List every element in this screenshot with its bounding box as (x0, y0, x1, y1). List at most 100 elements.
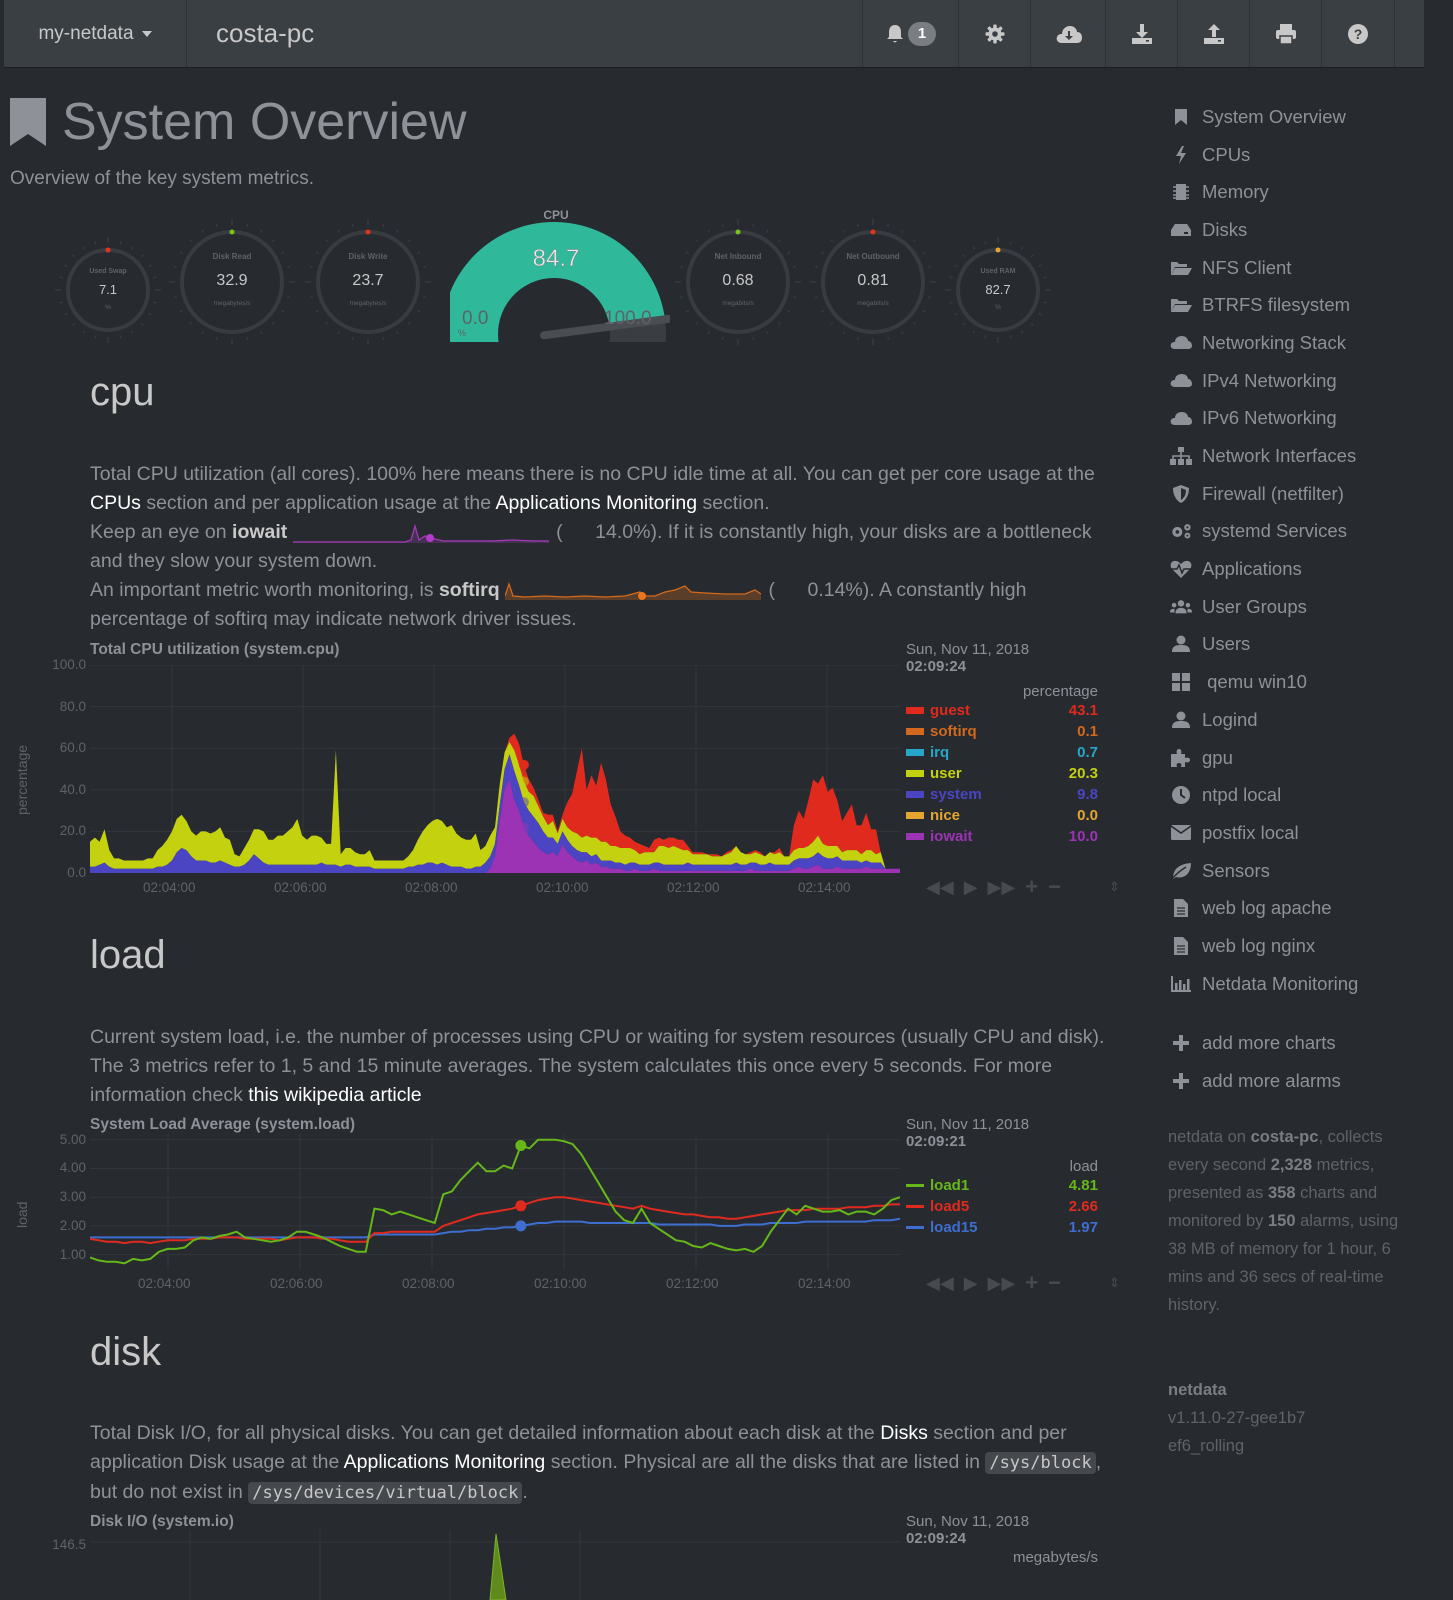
my-netdata-menu[interactable]: my-netdata (4, 0, 187, 67)
zoom-out-icon[interactable]: − (1048, 874, 1061, 899)
sidebar-item-label: Logind (1202, 708, 1258, 730)
play-icon[interactable]: ▶ (963, 1272, 978, 1293)
fast-forward-icon[interactable]: ▶▶ (987, 876, 1016, 897)
sidebar-item-disks[interactable]: Disks (1170, 211, 1420, 249)
softirq-sparkline[interactable] (505, 578, 763, 604)
cpu-chart-plot[interactable] (90, 665, 900, 873)
softirq-value: 0.14% (807, 579, 863, 601)
sidebar-item-label: IPv4 Networking (1202, 369, 1337, 391)
legend-date: Sun, Nov 11, 2018 (906, 1116, 1030, 1133)
cpus-link[interactable]: CPUs (90, 492, 141, 514)
hostname[interactable]: costa-pc (216, 18, 315, 48)
fast-forward-icon[interactable]: ▶▶ (987, 1272, 1016, 1293)
print-button[interactable] (1249, 0, 1322, 67)
sidebar-item-web-log-apache[interactable]: web log apache (1170, 889, 1420, 927)
gauge-used-ram[interactable]: Used RAM 82.7% (941, 233, 1055, 347)
sidebar-item-networking-stack[interactable]: Networking Stack (1170, 324, 1420, 362)
code-sys-block: /sys/block (985, 1452, 1096, 1474)
legend-item-softirq[interactable]: softirq 0.1 (906, 721, 1098, 742)
sidebar-item-ntpd-local[interactable]: ntpd local (1170, 776, 1420, 814)
sidebar-item-qemu-win10[interactable]: qemu win10 (1170, 663, 1420, 701)
sidebar-item-nfs-client[interactable]: NFS Client (1170, 249, 1420, 287)
sidebar-item-system-overview[interactable]: System Overview (1170, 98, 1420, 136)
sidebar-item-systemd-services[interactable]: systemd Services (1170, 513, 1420, 551)
cpu-desc-text: Total CPU utilization (all cores). 100% … (90, 463, 1095, 485)
sidebar-item-logind[interactable]: Logind (1170, 701, 1420, 739)
wikipedia-link[interactable]: this wikipedia article (248, 1084, 422, 1106)
legend-item-nice[interactable]: nice 0.0 (906, 805, 1098, 826)
zoom-in-icon[interactable]: + (1025, 874, 1039, 899)
help-button[interactable]: ? (1321, 0, 1395, 67)
sidebar-item-user-groups[interactable]: User Groups (1170, 588, 1420, 626)
disk-chart-plot[interactable] (90, 1530, 900, 1600)
legend-units: percentage (1022, 683, 1098, 700)
sidebar-item-label: BTRFS filesystem (1202, 294, 1351, 316)
legend-value: 2.66 (1068, 1198, 1098, 1215)
iowait-sparkline[interactable] (292, 520, 551, 546)
sidebar-item-web-log-nginx[interactable]: web log nginx (1170, 927, 1420, 965)
gauge-used-swap-label: Used Swap (89, 268, 127, 275)
cpu-chart-title: Total CPU utilization (system.cpu) (90, 641, 340, 658)
sidebar-item-postfix-local[interactable]: postfix local (1170, 814, 1420, 852)
gauge-net-inbound-label: Net Inbound (714, 252, 762, 261)
sidebar-item-memory[interactable]: Memory (1170, 173, 1420, 211)
update-button[interactable] (1030, 0, 1106, 67)
applications-monitoring-link[interactable]: Applications Monitoring (343, 1451, 546, 1473)
rewind-icon[interactable]: ◀◀ (926, 876, 954, 897)
settings-button[interactable] (958, 0, 1031, 67)
sidebar-item-applications[interactable]: Applications (1170, 550, 1420, 588)
gauge-net-outbound[interactable]: Net Outbound 0.81 megabits/s (806, 215, 940, 349)
sidebar-item-netdata-monitoring[interactable]: Netdata Monitoring (1170, 965, 1420, 1003)
legend-item-user[interactable]: user 20.3 (906, 763, 1098, 784)
legend-item-iowait[interactable]: iowait 10.0 (906, 826, 1098, 847)
sidebar-item-ipv6-networking[interactable]: IPv6 Networking (1170, 400, 1420, 438)
gauge-disk-write[interactable]: Disk Write 23.7 megabytes/s (301, 215, 435, 349)
sidebar-item-label: Firewall (netfilter) (1202, 482, 1344, 504)
sidebar-item-gpu[interactable]: gpu (1170, 739, 1420, 777)
load-chart-plot[interactable] (90, 1134, 900, 1269)
clock-icon (1170, 786, 1192, 805)
sidebar-item-label: User Groups (1202, 595, 1307, 617)
zoom-out-icon[interactable]: − (1048, 1270, 1061, 1295)
sidebar-item-firewall-netfilter[interactable]: Firewall (netfilter) (1170, 475, 1420, 513)
gauge-used-swap[interactable]: Used Swap 7.1% (51, 233, 165, 347)
rewind-icon[interactable]: ◀◀ (926, 1272, 954, 1293)
resize-handle-icon[interactable]: ⇕ (1108, 1275, 1120, 1290)
disks-link[interactable]: Disks (880, 1422, 928, 1444)
legend-item-system[interactable]: system 9.8 (906, 784, 1098, 805)
applications-monitoring-link[interactable]: Applications Monitoring (495, 492, 698, 514)
sidebar-item-cpus[interactable]: CPUs (1170, 136, 1420, 174)
play-icon[interactable]: ▶ (963, 876, 978, 897)
sidebar-item-ipv4-networking[interactable]: IPv4 Networking (1170, 362, 1420, 400)
section-heading-load: load (90, 933, 166, 977)
legend-item-guest[interactable]: guest 43.1 (906, 700, 1098, 721)
legend-item-load1[interactable]: load1 4.81 (906, 1175, 1098, 1196)
user-icon (1170, 711, 1192, 729)
gauge-cpu[interactable]: 84.7 CPU 0.0 100.0% (442, 202, 673, 388)
upload-snapshot-button[interactable] (1177, 0, 1250, 67)
legend-swatch (906, 728, 924, 735)
zoom-in-icon[interactable]: + (1025, 1270, 1039, 1295)
cloud-download-icon (1056, 25, 1082, 43)
sidebar-item-label: IPv6 Networking (1202, 407, 1337, 429)
download-snapshot-button[interactable] (1105, 0, 1178, 67)
softirq-sparkline-point (638, 591, 647, 600)
iowait-sparkline-point (425, 533, 434, 542)
sidebar-item-users[interactable]: Users (1170, 626, 1420, 664)
sidebar-item-network-interfaces[interactable]: Network Interfaces (1170, 437, 1420, 475)
resize-handle-icon[interactable]: ⇕ (1108, 879, 1120, 894)
sidebar-item-add-more-alarms[interactable]: add more alarms (1170, 1062, 1420, 1100)
alarms-button[interactable]: 1 (862, 0, 959, 67)
gauge-net-inbound[interactable]: Net Inbound 0.68 megabits/s (671, 215, 805, 349)
sidebar-item-sensors[interactable]: Sensors (1170, 852, 1420, 890)
bell-icon (887, 24, 903, 42)
version-string: v1.11.0-27-gee1b7ef6_rolling (1168, 1409, 1306, 1455)
legend-item-irq[interactable]: irq 0.7 (906, 742, 1098, 763)
legend-item-load15[interactable]: load15 1.97 (906, 1217, 1098, 1238)
cpu-chart-ytick: 0.0 (67, 865, 86, 880)
sidebar-item-add-more-charts[interactable]: add more charts (1170, 1025, 1420, 1063)
gauge-disk-read[interactable]: Disk Read 32.9 megabytes/s (165, 215, 299, 349)
sidebar-item-btrfs-filesystem[interactable]: BTRFS filesystem (1170, 286, 1420, 324)
gauge-net-outbound-value: 0.81 (857, 272, 889, 289)
legend-item-load5[interactable]: load5 2.66 (906, 1196, 1098, 1217)
